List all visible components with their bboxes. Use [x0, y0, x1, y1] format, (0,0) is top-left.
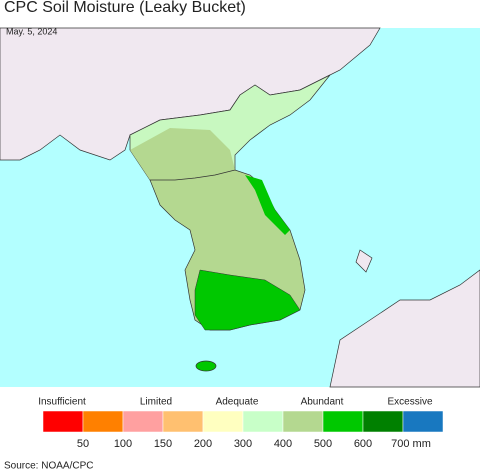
- legend-swatch: [162, 410, 204, 433]
- title: CPC Soil Moisture (Leaky Bucket): [4, 0, 246, 16]
- region: [245, 175, 290, 235]
- legend-tick: 300: [234, 438, 252, 450]
- legend-swatch: [202, 410, 244, 433]
- legend-tick: 600: [354, 438, 372, 450]
- legend-category: Abundant: [301, 397, 344, 408]
- legend-tick: 100: [114, 438, 132, 450]
- region: [130, 128, 235, 190]
- region: [194, 269, 301, 331]
- legend-tick: 150: [154, 438, 172, 450]
- legend-swatch: [122, 410, 164, 433]
- legend: Insufficient Limited Adequate Abundant Exces…: [38, 397, 444, 450]
- legend-tick: 500: [314, 438, 332, 450]
- legend-swatch: [42, 410, 84, 433]
- map: [0, 27, 480, 388]
- legend-swatch: [282, 410, 324, 433]
- legend-swatch: [362, 410, 404, 433]
- legend-tick: 400: [274, 438, 292, 450]
- island: [355, 249, 373, 273]
- island: [195, 360, 217, 372]
- source: Source: NOAA/CPC: [4, 461, 93, 472]
- date: May. 5, 2024: [6, 26, 57, 36]
- legend-swatch: [402, 410, 444, 433]
- legend-tick: 50: [77, 438, 89, 450]
- legend-category: Adequate: [216, 397, 259, 408]
- japan: [329, 269, 480, 388]
- legend-swatch: [322, 410, 364, 433]
- legend-category: Limited: [140, 397, 172, 408]
- legend-category: Insufficient: [38, 397, 86, 408]
- legend-tick: 700 mm: [391, 438, 431, 450]
- legend-category: Excessive: [387, 397, 432, 408]
- legend-tick: 200: [194, 438, 212, 450]
- legend-swatch: [82, 410, 124, 433]
- legend-swatch: [242, 410, 284, 433]
